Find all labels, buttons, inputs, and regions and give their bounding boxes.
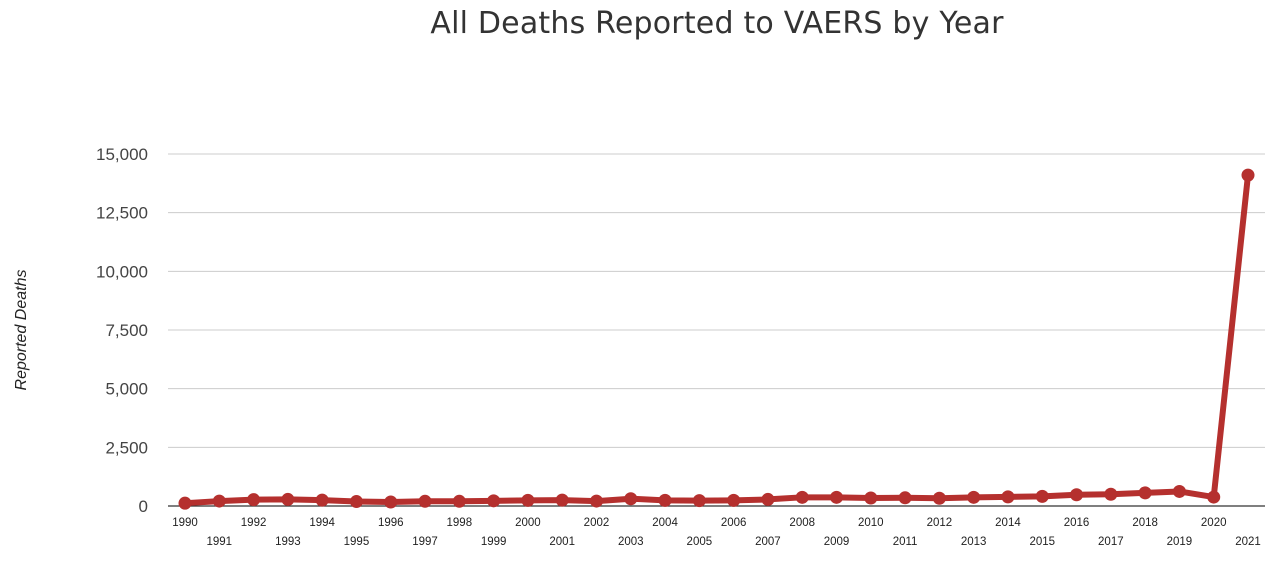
- data-point: [589, 494, 603, 508]
- data-point: [624, 492, 638, 506]
- data-point: [1001, 490, 1015, 504]
- x-tick-label: 1997: [412, 536, 438, 548]
- x-tick-label: 2008: [789, 517, 815, 529]
- data-point: [727, 493, 741, 507]
- chart-title: All Deaths Reported to VAERS by Year: [430, 6, 1004, 41]
- series-line: [182, 172, 1251, 507]
- x-tick-label: 2001: [549, 536, 575, 548]
- x-tick-label: 1990: [172, 517, 198, 529]
- x-tick-label: 2006: [721, 517, 747, 529]
- x-tick-label: 2002: [584, 517, 610, 529]
- data-point: [1138, 486, 1152, 500]
- y-tick-label: 7,500: [105, 321, 148, 340]
- x-tick-label: 1996: [378, 517, 404, 529]
- data-point: [864, 491, 878, 505]
- data-point: [1241, 168, 1255, 182]
- data-point: [795, 490, 809, 504]
- y-tick-label: 10,000: [96, 262, 148, 281]
- y-tick-label: 15,000: [96, 145, 148, 164]
- x-tick-label: 2014: [995, 517, 1021, 529]
- x-tick-label: 2015: [1029, 536, 1055, 548]
- data-point: [555, 493, 569, 507]
- x-tick-label: 1992: [241, 517, 267, 529]
- data-point: [658, 493, 672, 507]
- x-tick-label: 2017: [1098, 536, 1124, 548]
- data-point: [247, 493, 261, 507]
- x-tick-label: 1995: [344, 536, 370, 548]
- y-axis-ticks: 0 2,500 5,000 7,500 10,000 12,500 15,000: [96, 145, 148, 516]
- x-tick-label: 1999: [481, 536, 507, 548]
- data-point: [521, 493, 535, 507]
- x-tick-label: 2020: [1201, 517, 1227, 529]
- x-tick-label: 2009: [824, 536, 850, 548]
- x-axis-ticks: 1990 1991 1992 1993 1994 1995 1996 1997 1998 1999…: [172, 517, 1261, 548]
- data-point: [1035, 489, 1049, 503]
- data-point: [967, 490, 981, 504]
- data-point: [830, 490, 844, 504]
- data-point: [1207, 490, 1221, 504]
- x-tick-label: 2011: [893, 536, 918, 548]
- x-tick-label: 1998: [447, 517, 473, 529]
- x-tick-label: 1993: [275, 536, 301, 548]
- data-point: [212, 494, 226, 508]
- data-point: [932, 491, 946, 505]
- data-point: [452, 494, 466, 508]
- x-tick-label: 1994: [309, 517, 335, 529]
- x-tick-label: 2012: [927, 517, 953, 529]
- x-tick-label: 2005: [687, 536, 713, 548]
- data-point: [898, 491, 912, 505]
- x-tick-label: 2000: [515, 517, 541, 529]
- x-tick-label: 1991: [206, 536, 232, 548]
- x-tick-label: 2018: [1132, 517, 1158, 529]
- data-point: [315, 493, 329, 507]
- data-point: [761, 492, 775, 506]
- gridlines: [168, 153, 1265, 507]
- x-tick-label: 2016: [1064, 517, 1090, 529]
- series-line-group: [178, 168, 1255, 510]
- y-tick-label: 2,500: [105, 438, 148, 457]
- x-tick-label: 2003: [618, 536, 644, 548]
- data-point: [384, 495, 398, 509]
- y-tick-label: 5,000: [105, 380, 148, 399]
- data-point: [281, 492, 295, 506]
- data-point: [1172, 484, 1186, 498]
- x-tick-label: 2010: [858, 517, 884, 529]
- x-tick-label: 2004: [652, 517, 678, 529]
- x-tick-label: 2019: [1167, 536, 1193, 548]
- data-point: [692, 494, 706, 508]
- x-tick-label: 2013: [961, 536, 987, 548]
- data-point: [1070, 488, 1084, 502]
- y-tick-label: 0: [139, 497, 148, 516]
- data-point: [178, 496, 192, 510]
- data-point: [349, 495, 363, 509]
- data-point: [418, 494, 432, 508]
- x-tick-label: 2021: [1235, 536, 1261, 548]
- data-point: [1104, 487, 1118, 501]
- data-point: [487, 494, 501, 508]
- y-tick-label: 12,500: [96, 204, 148, 223]
- x-tick-label: 2007: [755, 536, 781, 548]
